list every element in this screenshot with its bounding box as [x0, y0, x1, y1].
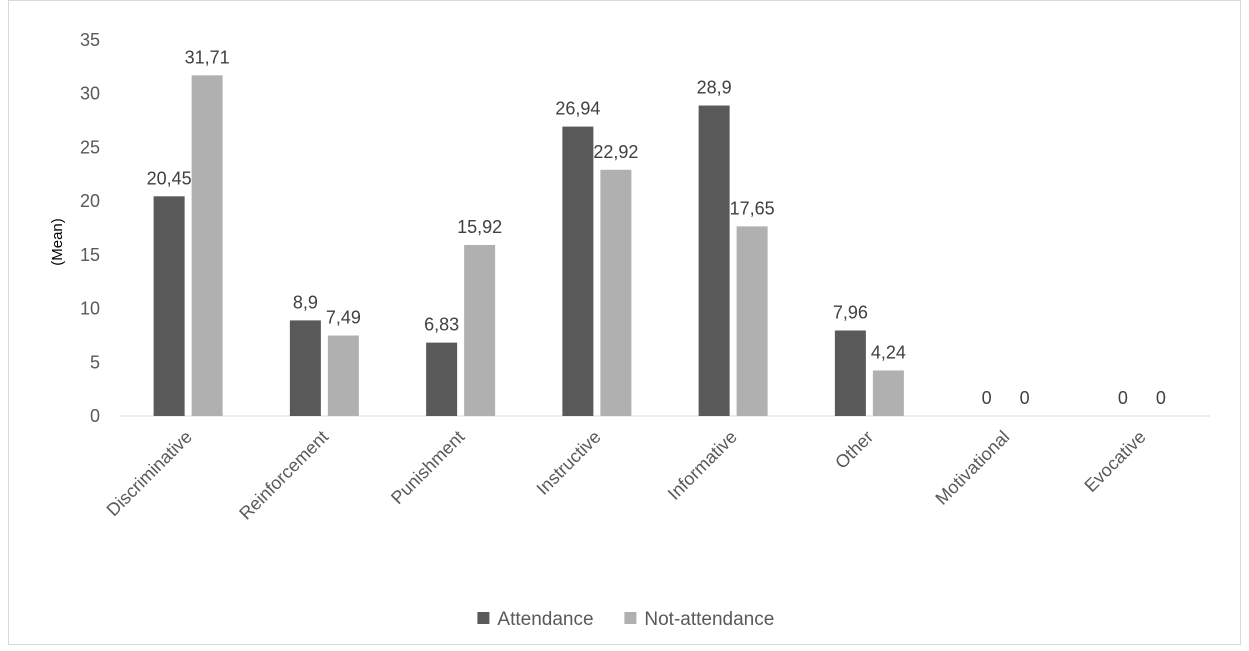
- bar-attendance: [289, 320, 321, 416]
- x-tick-label: Motivational: [931, 427, 1013, 509]
- bar-not-attendance: [600, 169, 632, 416]
- legend-label: Not-attendance: [644, 609, 774, 630]
- y-tick-label: 20: [80, 191, 100, 211]
- y-tick-label: 35: [80, 30, 100, 50]
- legend-label: Attendance: [497, 609, 593, 630]
- data-label: 26,94: [555, 99, 600, 119]
- data-label: 28,9: [697, 78, 732, 98]
- data-label: 0: [982, 388, 992, 408]
- data-label: 22,92: [593, 142, 638, 162]
- x-tick-label: Other: [831, 427, 877, 473]
- data-label: 0: [1020, 388, 1030, 408]
- legend-swatch: [477, 612, 490, 624]
- y-tick-label: 0: [90, 406, 100, 426]
- bar-not-attendance: [327, 335, 359, 416]
- y-tick-label: 10: [80, 299, 100, 319]
- data-labels: 20,45 8,9 6,83 26,94 28,9 7,96 0 0 31,71 7,49 15,9…: [147, 47, 1166, 408]
- bar-not-attendance: [191, 75, 223, 417]
- y-tick-label: 5: [90, 352, 100, 372]
- y-tick-label: 15: [80, 245, 100, 265]
- bar-attendance: [426, 342, 458, 416]
- data-label: 6,83: [424, 315, 459, 335]
- data-label: 17,65: [730, 198, 775, 218]
- data-label: 31,71: [185, 47, 230, 67]
- bar-attendance: [562, 126, 594, 416]
- bar-attendance: [834, 330, 866, 416]
- legend: Attendance Not-attendance: [477, 609, 774, 630]
- x-tick-label: Evocative: [1080, 427, 1149, 496]
- x-axis: Discriminative Reinforcement Punishment Ins…: [103, 415, 1210, 524]
- data-label: 0: [1156, 388, 1166, 408]
- x-tick-label: Reinforcement: [235, 427, 332, 524]
- x-tick-label: Informative: [664, 427, 741, 504]
- bar-series: [153, 75, 904, 417]
- data-label: 8,9: [293, 292, 318, 312]
- y-tick-label: 30: [80, 84, 100, 104]
- data-label: 7,96: [833, 302, 868, 322]
- x-tick-label: Instructive: [533, 427, 605, 499]
- bar-not-attendance: [736, 226, 768, 416]
- bar-not-attendance: [872, 370, 904, 416]
- y-axis-title: (Mean): [49, 218, 66, 266]
- y-axis: 0 5 10 15 20 25 30 35: [80, 30, 100, 426]
- data-label: 4,24: [871, 342, 906, 362]
- bar-attendance: [153, 196, 185, 416]
- x-tick-label: Discriminative: [103, 427, 196, 520]
- data-label: 15,92: [457, 217, 502, 237]
- data-label: 7,49: [326, 308, 361, 328]
- bar-not-attendance: [464, 244, 496, 416]
- bar-attendance: [698, 105, 730, 416]
- data-label: 20,45: [147, 168, 192, 188]
- y-tick-label: 25: [80, 137, 100, 157]
- x-tick-label: Punishment: [387, 427, 468, 508]
- data-label: 0: [1118, 388, 1128, 408]
- legend-swatch: [624, 612, 637, 624]
